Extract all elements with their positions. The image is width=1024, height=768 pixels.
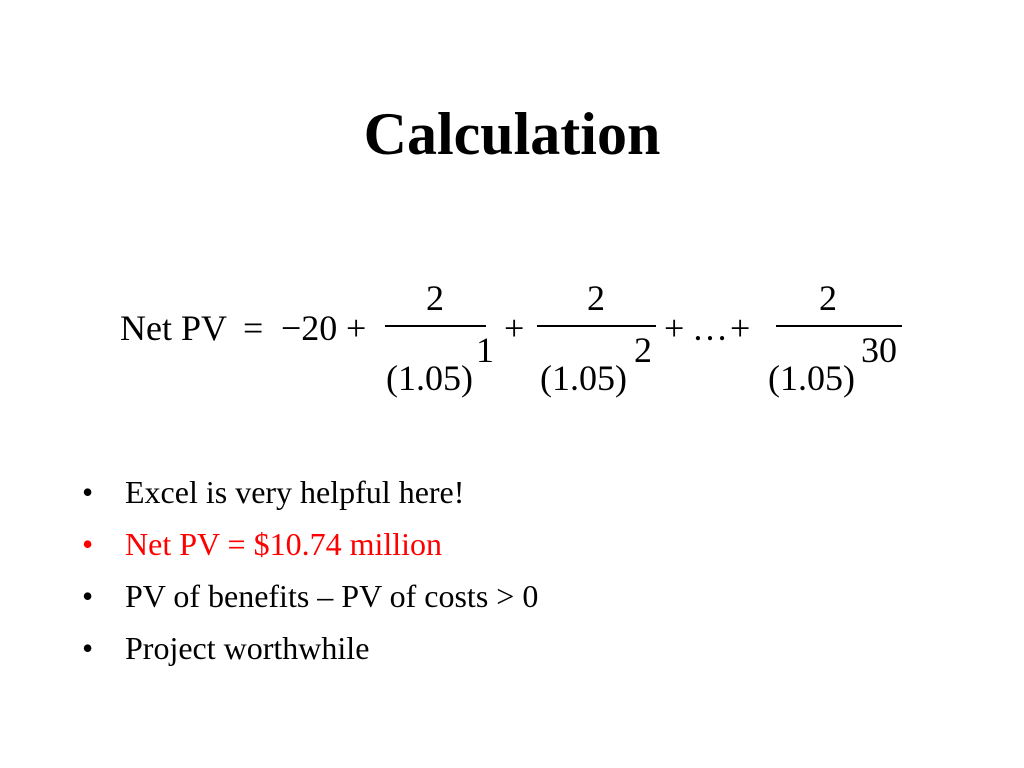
bullet-text: Net PV = $10.74 million [125, 526, 443, 562]
bullet-text: Project worthwhile [125, 630, 370, 666]
bullet-text: PV of benefits – PV of costs > 0 [125, 578, 539, 614]
term-2-numerator: 2 [587, 278, 605, 318]
equation-ellipsis: … [692, 308, 728, 348]
equation-equals: = [243, 308, 264, 348]
term-1-denominator: (1.05) [386, 358, 473, 398]
slide-title: Calculation [363, 101, 661, 167]
net-pv-equation: Net PV = −20 + 2 (1.05) 1 + 2 (1.05) 2 +… [120, 278, 902, 398]
equation-lhs: Net PV [120, 308, 227, 348]
term-2-denominator: (1.05) [540, 358, 627, 398]
term-1-exponent: 1 [476, 330, 494, 370]
term-3-denominator: (1.05) [768, 358, 855, 398]
term-3-exponent: 30 [861, 330, 897, 370]
term-1-fraction-bar [385, 325, 486, 327]
bullet-marker: • [82, 578, 94, 614]
term-2-exponent: 2 [634, 330, 652, 370]
equation-initial-cost: −20 [281, 308, 338, 348]
term-3-numerator: 2 [819, 278, 837, 318]
term-2-fraction-bar [537, 325, 656, 327]
equation-plus-2: + [504, 308, 525, 348]
bullet-marker: • [82, 630, 94, 666]
term-1-numerator: 2 [426, 278, 444, 318]
bullet-marker: • [82, 526, 94, 562]
equation-plus-3: + [664, 308, 685, 348]
bullet-text: Excel is very helpful here! [125, 474, 465, 510]
bullet-marker: • [82, 474, 94, 510]
equation-plus-1: + [346, 308, 367, 348]
term-3-fraction-bar [776, 325, 902, 327]
equation-plus-4: + [730, 308, 751, 348]
